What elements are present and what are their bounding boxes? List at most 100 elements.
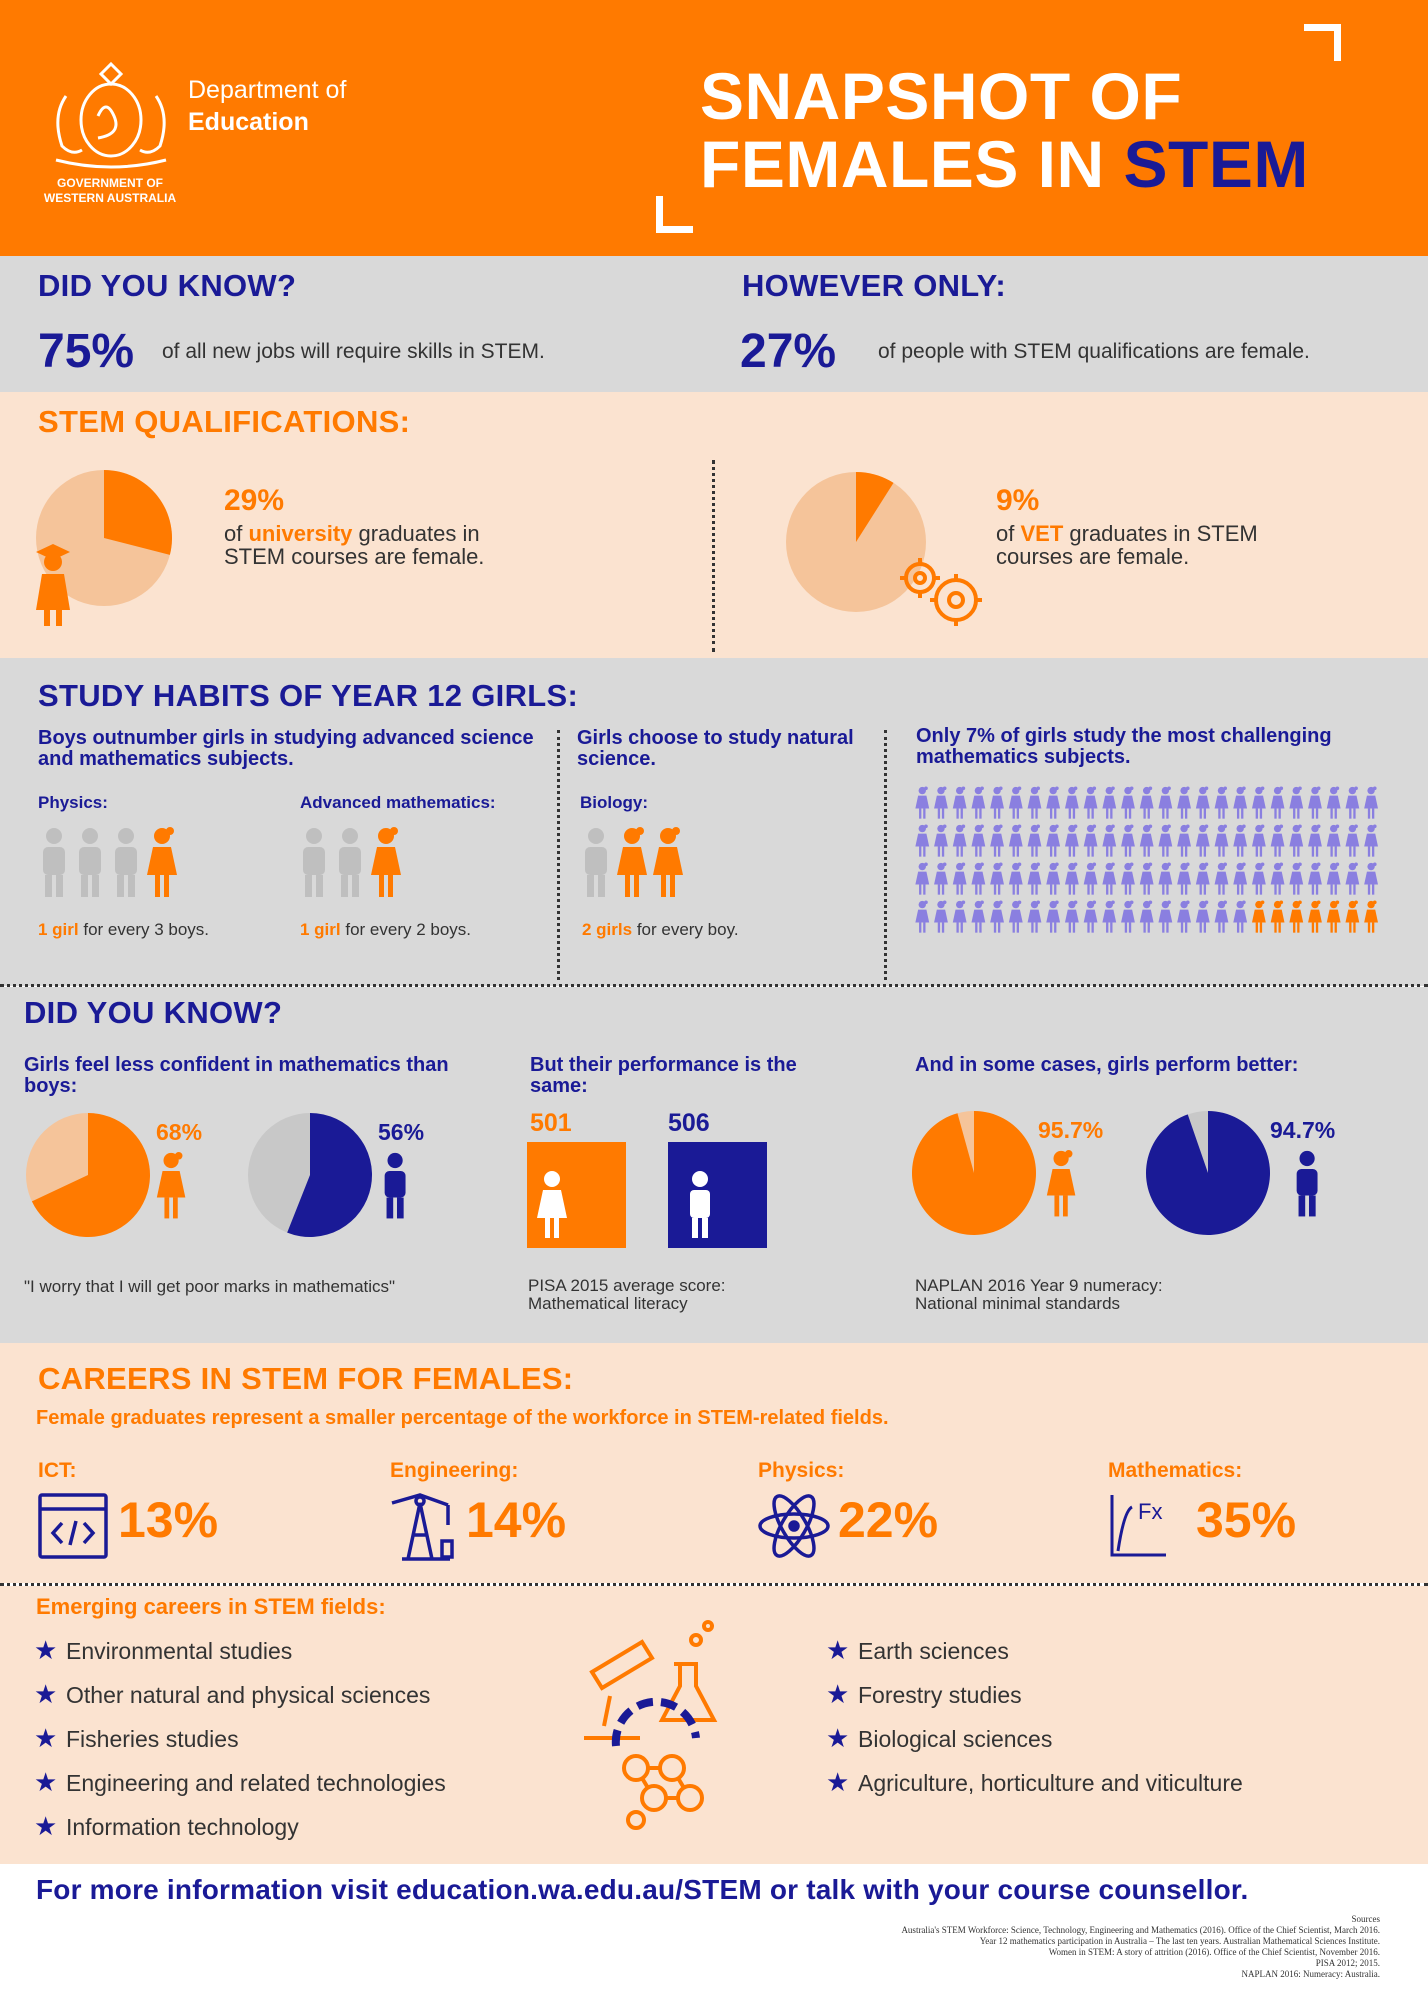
girls-score: 501	[530, 1109, 572, 1137]
header-banner: Department of Education GOVERNMENT OF WE…	[0, 0, 1428, 256]
physics-label: Physics:	[38, 793, 108, 812]
adv-math-ratio: 1 girl for every 2 boys.	[300, 920, 471, 940]
grid-girl-icon	[1233, 824, 1248, 857]
source-line: Year 12 mathematics participation in Aus…	[979, 1936, 1380, 1946]
grid-girl-icon	[1027, 862, 1042, 895]
pisa-line-2: Mathematical literacy	[528, 1294, 688, 1313]
grid-girl-icon	[1008, 900, 1023, 933]
grid-girl-icon	[1064, 862, 1079, 895]
adv-girl-text: 1 girl	[300, 920, 341, 939]
grid-girl-icon	[1308, 900, 1322, 933]
source-line: PISA 2012; 2015.	[1315, 1958, 1380, 1968]
grid-girl-icon	[1139, 786, 1154, 819]
university-text: of university graduates in STEM courses …	[224, 522, 484, 568]
jobs-text: of all new jobs will require skills in S…	[162, 340, 545, 363]
qualifications-heading: STEM QUALIFICATIONS:	[38, 404, 411, 439]
department-name: Department of Education	[188, 74, 346, 138]
girls-pictogram-grid	[915, 786, 1378, 933]
boys-score: 506	[668, 1109, 710, 1137]
wa-crest-icon	[55, 61, 167, 169]
vet-pie-slice	[856, 472, 894, 542]
girl-icon	[371, 827, 401, 897]
grid-girl-icon	[1083, 824, 1098, 857]
emerging-career-label: Earth sciences	[858, 1638, 1009, 1664]
biology-ratio: 2 girls for every boy.	[582, 920, 739, 940]
girls-score-box	[527, 1142, 626, 1248]
star-icon: ★	[34, 1811, 58, 1841]
dept-line-2: Education	[188, 108, 309, 136]
girls-confidence-pct: 68%	[156, 1119, 203, 1145]
grid-girl-icon	[1308, 862, 1322, 895]
emerging-career-label: Environmental studies	[66, 1638, 293, 1664]
source-line: Women in STEM: A story of attrition (201…	[1048, 1947, 1380, 1957]
atom-icon	[758, 1494, 830, 1558]
boy-icon	[303, 828, 325, 897]
ict-label: ICT:	[38, 1459, 77, 1482]
physics-career-label: Physics:	[758, 1459, 845, 1482]
physics-career-pct: 22%	[838, 1492, 939, 1548]
grid-girl-icon	[1008, 824, 1023, 857]
code-window-icon	[38, 1493, 108, 1559]
oil-pump-icon	[391, 1493, 454, 1561]
grid-girl-icon	[915, 824, 930, 857]
boys-confidence-slice	[287, 1113, 372, 1237]
physics-pictogram	[36, 826, 180, 905]
girls-naplan-pct: 95.7%	[1038, 1117, 1104, 1143]
grid-girl-icon	[1121, 862, 1135, 895]
grid-girl-icon	[1270, 900, 1285, 933]
qualifications-divider	[712, 460, 715, 652]
grid-girl-icon	[1195, 786, 1210, 819]
lab-science-icon	[584, 1620, 718, 1830]
grid-girl-icon	[1289, 786, 1304, 819]
grid-girl-icon	[1364, 862, 1378, 895]
svg-text:Fx: Fx	[1138, 1499, 1162, 1524]
emerging-career-item: ★ Engineering and related technologies	[34, 1760, 446, 1804]
university-pie-slice	[104, 470, 172, 555]
qualified-stat: 27%	[740, 325, 837, 378]
grid-girl-icon	[971, 824, 986, 857]
emerging-career-item: ★ Earth sciences	[826, 1628, 1243, 1672]
grid-girl-icon	[1064, 824, 1079, 857]
grid-girl-icon	[1158, 824, 1173, 857]
boy-white-icon	[690, 1171, 710, 1238]
boy-icon	[384, 1152, 406, 1219]
emerging-career-label: Forestry studies	[858, 1682, 1022, 1708]
grid-girl-icon	[1364, 824, 1378, 857]
star-icon: ★	[826, 1767, 850, 1797]
emerging-left-list: ★ Environmental studies ★ Other natural and…	[34, 1628, 446, 1848]
grid-girl-icon	[1364, 786, 1378, 819]
grid-girl-icon	[1139, 900, 1154, 933]
grid-girl-icon	[934, 862, 948, 895]
university-pct: 29%	[224, 484, 285, 517]
girl-icon	[1046, 1149, 1076, 1217]
emerging-career-item: ★ Biological sciences	[826, 1716, 1243, 1760]
grid-girl-icon	[990, 786, 1004, 819]
did-you-know-2-heading: DID YOU KNOW?	[24, 995, 283, 1030]
boys-score-box	[668, 1142, 767, 1248]
girl-icon-naplan	[1044, 1149, 1078, 1224]
grid-girl-icon	[934, 824, 948, 857]
mathematics-label: Mathematics:	[1108, 1459, 1243, 1482]
biology-label: Biology:	[580, 793, 648, 812]
university-pie-chart	[36, 470, 172, 606]
naplan-line-1: NAPLAN 2016 Year 9 numeracy:	[915, 1276, 1163, 1295]
grid-girl-icon	[1345, 786, 1360, 819]
grid-girl-icon	[1270, 824, 1285, 857]
girl-icon	[617, 827, 647, 897]
grid-girl-icon	[1121, 900, 1135, 933]
engineering-label: Engineering:	[390, 1459, 519, 1482]
emerging-career-label: Engineering and related technologies	[66, 1770, 446, 1796]
gov-line-2: WESTERN AUSTRALIA	[43, 191, 177, 205]
grid-girl-icon	[1102, 900, 1117, 933]
physics-girl-text: 1 girl	[38, 920, 79, 939]
grid-girl-icon	[915, 862, 930, 895]
boys-confidence-pct: 56%	[378, 1119, 425, 1145]
function-graph-icon: Fx	[1110, 1495, 1166, 1557]
grid-girl-icon	[1046, 862, 1061, 895]
star-icon: ★	[826, 1635, 850, 1665]
grid-girl-icon	[1121, 786, 1135, 819]
boy-icon	[378, 1151, 412, 1226]
adv-rest-text: for every 2 boys.	[340, 920, 472, 939]
jobs-stat: 75%	[38, 325, 135, 378]
did-you-know-heading: DID YOU KNOW?	[38, 268, 297, 303]
